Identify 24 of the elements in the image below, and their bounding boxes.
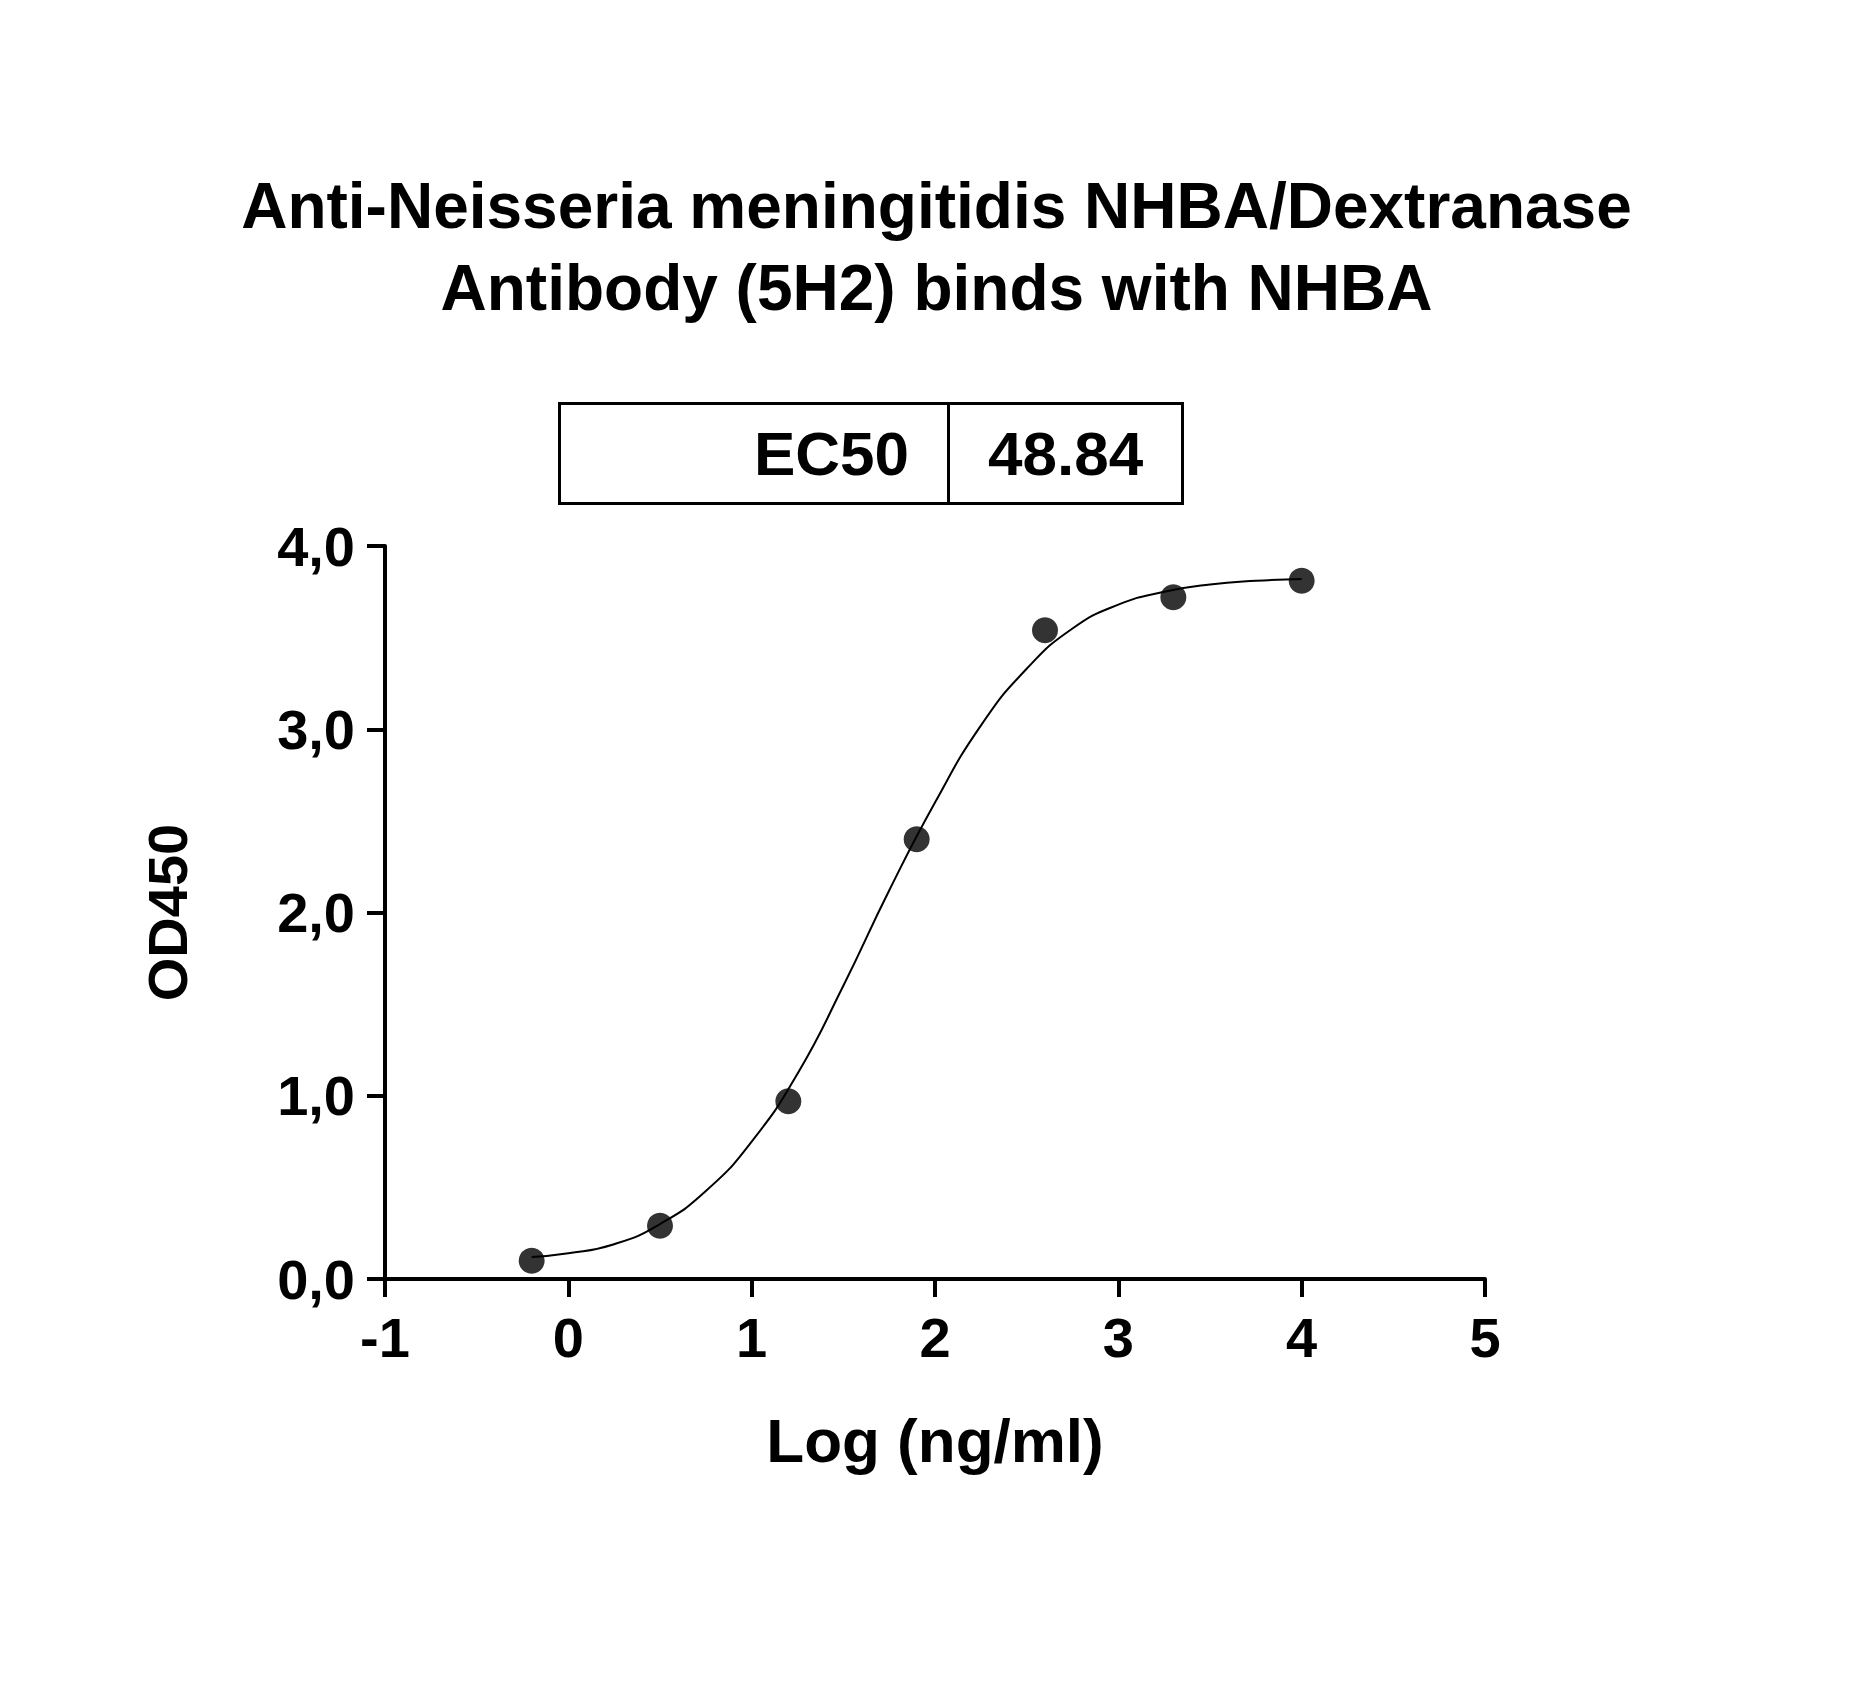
chart-title: Anti-Neisseria meningitidis NHBA/Dextranase Antibody (5H2) binds with NHBA xyxy=(240,169,1633,326)
point xyxy=(518,1247,545,1274)
y-axis-title: OD450 xyxy=(135,823,199,1002)
y-tick-label: 0,0 xyxy=(277,1247,355,1311)
y-tick-label: 4,0 xyxy=(277,514,355,578)
x-tick-label: 1 xyxy=(736,1305,768,1369)
x-tick-label: 2 xyxy=(919,1305,951,1369)
x-tick-label: -1 xyxy=(360,1305,410,1369)
x-axis-title: Log (ng/ml) xyxy=(766,1405,1104,1475)
point xyxy=(775,1088,802,1115)
text: 48.84 xyxy=(948,403,1183,504)
x-tick-label: 0 xyxy=(552,1305,584,1369)
point xyxy=(1032,617,1058,644)
y-tick-label: 1,0 xyxy=(277,1064,355,1128)
y-tick-label: 3,0 xyxy=(277,697,355,761)
point xyxy=(903,826,930,853)
y-tick-label: 2,0 xyxy=(277,881,355,944)
x-tick-label: 4 xyxy=(1286,1305,1318,1369)
text: EC50 xyxy=(559,403,949,504)
x-tick-label: 3 xyxy=(1102,1305,1134,1369)
x-tick-label: 5 xyxy=(1469,1305,1501,1369)
point xyxy=(1288,567,1315,594)
point xyxy=(1160,584,1187,611)
point xyxy=(647,1212,673,1239)
